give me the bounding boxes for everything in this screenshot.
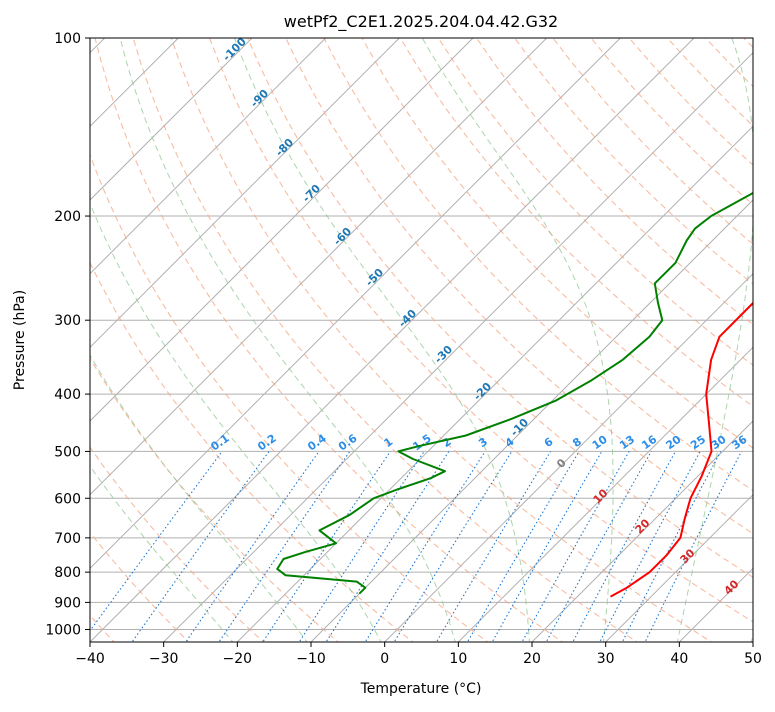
chart-title: wetPf2_C2E1.2025.204.04.42.G32	[284, 12, 558, 32]
y-tick-label: 900	[54, 595, 81, 611]
x-tick-label: 10	[449, 651, 467, 667]
x-tick-label: −30	[149, 651, 179, 667]
x-tick-label: 40	[670, 651, 688, 667]
y-tick-label: 700	[54, 531, 81, 547]
y-tick-label: 400	[54, 387, 81, 403]
x-tick-label: 20	[523, 651, 541, 667]
y-tick-label: 200	[54, 209, 81, 225]
x-tick-label: −10	[296, 651, 326, 667]
x-tick-label: 50	[744, 651, 762, 667]
x-tick-label: 0	[380, 651, 389, 667]
x-tick-label: 30	[597, 651, 615, 667]
y-tick-label: 300	[54, 313, 81, 329]
y-tick-label: 800	[54, 565, 81, 581]
y-tick-label: 100	[54, 31, 81, 47]
y-axis-label: Pressure (hPa)	[12, 290, 28, 390]
x-tick-label: −20	[223, 651, 253, 667]
x-axis-label: Temperature (°C)	[360, 681, 482, 697]
y-tick-label: 500	[54, 444, 81, 460]
y-tick-label: 600	[54, 491, 81, 507]
y-tick-label: 1000	[45, 622, 81, 638]
x-tick-label: −40	[75, 651, 105, 667]
